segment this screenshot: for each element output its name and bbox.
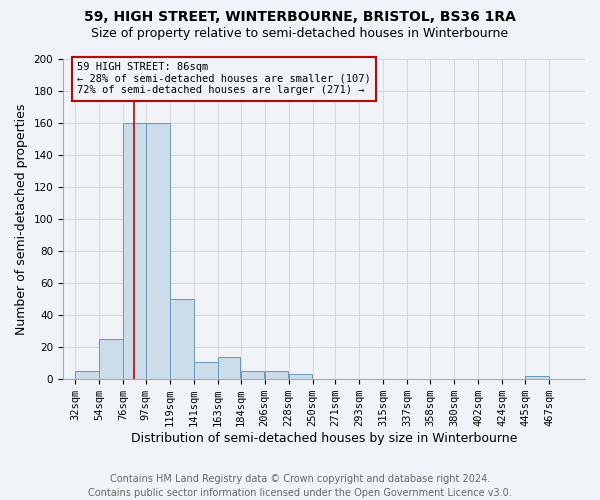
Text: 59, HIGH STREET, WINTERBOURNE, BRISTOL, BS36 1RA: 59, HIGH STREET, WINTERBOURNE, BRISTOL, … (84, 10, 516, 24)
Bar (75, 371, 99, 379)
Bar (99, 339, 123, 379)
X-axis label: Distribution of semi-detached houses by size in Winterbourne: Distribution of semi-detached houses by … (131, 432, 517, 445)
Text: Size of property relative to semi-detached houses in Winterbourne: Size of property relative to semi-detach… (91, 28, 509, 40)
Bar (194, 362, 218, 379)
Bar (265, 371, 289, 379)
Bar (526, 376, 549, 379)
Bar (123, 123, 146, 379)
Bar (241, 371, 265, 379)
Bar (289, 374, 313, 379)
Bar (146, 123, 170, 379)
Text: Contains HM Land Registry data © Crown copyright and database right 2024.
Contai: Contains HM Land Registry data © Crown c… (88, 474, 512, 498)
Bar (170, 299, 194, 379)
Text: 59 HIGH STREET: 86sqm
← 28% of semi-detached houses are smaller (107)
72% of sem: 59 HIGH STREET: 86sqm ← 28% of semi-deta… (77, 62, 371, 96)
Y-axis label: Number of semi-detached properties: Number of semi-detached properties (15, 104, 28, 335)
Bar (218, 357, 241, 379)
